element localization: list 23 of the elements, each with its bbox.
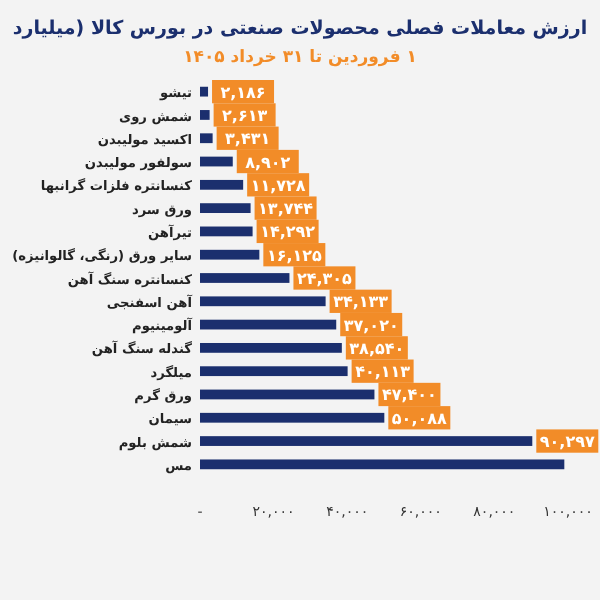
bar: [200, 459, 565, 470]
chart-subtitle: ۱ فروردین تا ۳۱ خرداد ۱۴۰۵: [183, 48, 417, 68]
data-label: ۲,۶۱۳: [222, 106, 268, 125]
data-label: ۲,۱۸۶: [220, 83, 266, 102]
bar: [200, 342, 342, 353]
bar: [200, 156, 233, 167]
data-label: ۸,۹۰۲: [245, 153, 291, 172]
bar: [200, 110, 210, 120]
bar: [200, 133, 213, 144]
bar: [200, 273, 290, 283]
bar: [200, 249, 260, 260]
bar: [200, 436, 533, 446]
bar: [200, 389, 375, 400]
bar: [200, 296, 326, 307]
bar: [200, 203, 251, 214]
bar: [200, 226, 253, 237]
bar: [200, 319, 337, 330]
bar: [200, 366, 348, 377]
bar: [200, 179, 244, 190]
bar: [200, 412, 385, 423]
bar: [200, 86, 209, 97]
chart-title: ارزش معاملات فصلی محصولات صنعتی در بورس کالا (میلیارد: [12, 18, 588, 40]
data-label: ۳,۴۳۱: [225, 130, 271, 149]
